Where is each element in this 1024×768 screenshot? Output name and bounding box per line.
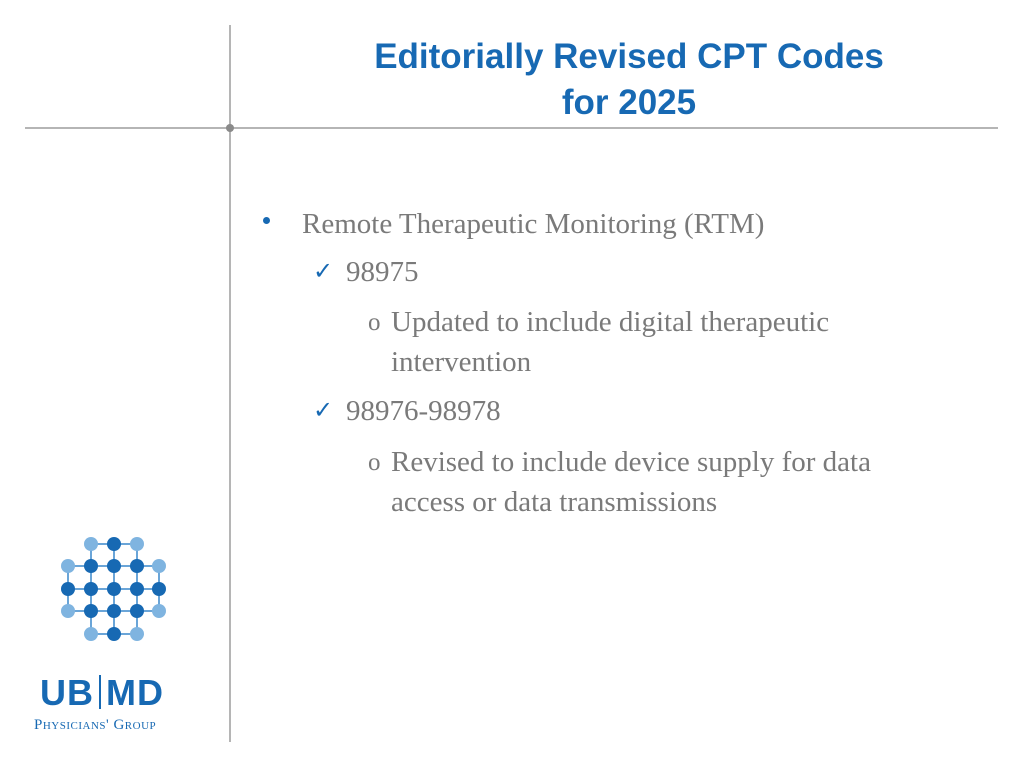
horizontal-divider (25, 127, 998, 129)
logo-text-ub: UB (40, 672, 94, 713)
sub-item-2-line-2: access or data transmissions (391, 486, 718, 518)
slide-title-line-1: Editorially Revised CPT Codes (374, 37, 884, 76)
code-item-2: 98976-98978 (346, 395, 501, 427)
divider-junction-dot (226, 124, 234, 132)
logo-separator (99, 675, 101, 709)
logo-text-md: MD (106, 672, 164, 713)
slide-title-line-2: for 2025 (561, 83, 697, 122)
code-item-1: 98975 (346, 256, 419, 288)
sub-item-1-line-1: Updated to include digital therapeutic (391, 306, 830, 338)
vertical-divider (229, 25, 231, 742)
sub-item-2-line-1: Revised to include device supply for dat… (391, 446, 871, 478)
ubmd-logo-wordmark: UB MD (40, 672, 190, 714)
sub-bullet-icon: o (368, 449, 381, 476)
logo-subtitle: Physicians' Group (34, 717, 157, 733)
ubmd-logo-mark (61, 537, 166, 641)
checkmark-icon: ✓ (313, 259, 334, 285)
bullet-text: Remote Therapeutic Monitoring (RTM) (302, 208, 765, 240)
sub-item-1-line-2: intervention (391, 346, 532, 378)
slide-title: Editorially Revised CPT Codes for 2025 (240, 34, 1018, 126)
bullet-icon (263, 206, 271, 224)
sub-bullet-icon: o (368, 309, 381, 336)
checkmark-icon: ✓ (313, 398, 334, 424)
